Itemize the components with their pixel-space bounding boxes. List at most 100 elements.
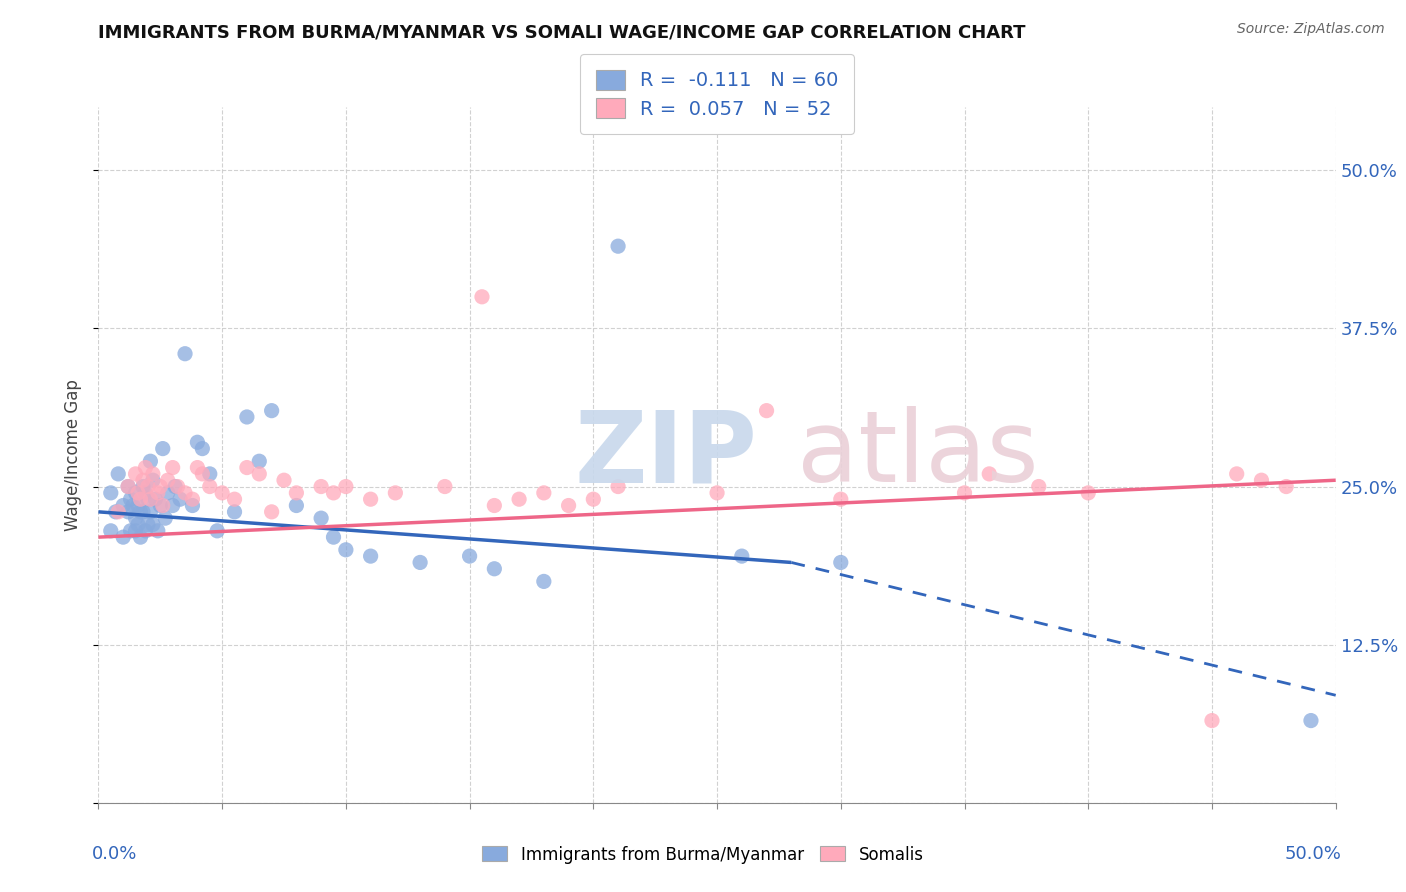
Point <box>731 549 754 563</box>
Point <box>953 486 976 500</box>
Point <box>124 486 146 500</box>
Point <box>142 467 165 481</box>
Point <box>142 517 165 532</box>
Point <box>273 473 295 487</box>
Point <box>1201 714 1223 728</box>
Point <box>136 492 159 507</box>
Point <box>127 517 149 532</box>
Point <box>120 492 142 507</box>
Point <box>409 556 432 570</box>
Point <box>260 403 283 417</box>
Text: Source: ZipAtlas.com: Source: ZipAtlas.com <box>1237 22 1385 37</box>
Point <box>136 517 159 532</box>
Text: 0.0%: 0.0% <box>93 845 138 863</box>
Point <box>211 486 233 500</box>
Point <box>134 460 156 475</box>
Point <box>247 467 270 481</box>
Point <box>132 473 155 487</box>
Text: atlas: atlas <box>797 407 1039 503</box>
Point <box>132 505 155 519</box>
Point <box>139 492 162 507</box>
Point <box>309 479 332 493</box>
Point <box>484 499 506 513</box>
Point <box>107 467 129 481</box>
Legend: R =  -0.111   N = 60, R =  0.057   N = 52: R = -0.111 N = 60, R = 0.057 N = 52 <box>579 54 855 134</box>
Point <box>1077 486 1099 500</box>
Point <box>117 505 139 519</box>
Point <box>152 442 174 456</box>
Point <box>162 499 184 513</box>
Point <box>1299 714 1322 728</box>
Point <box>607 239 630 253</box>
Point <box>260 505 283 519</box>
Point <box>124 511 146 525</box>
Point <box>127 499 149 513</box>
Point <box>285 486 308 500</box>
Point <box>508 492 530 507</box>
Point <box>124 467 146 481</box>
Point <box>247 454 270 468</box>
Point <box>146 524 169 538</box>
Point <box>198 467 221 481</box>
Point <box>122 499 145 513</box>
Legend: Immigrants from Burma/Myanmar, Somalis: Immigrants from Burma/Myanmar, Somalis <box>475 839 931 871</box>
Point <box>285 499 308 513</box>
Point <box>112 530 135 544</box>
Point <box>152 499 174 513</box>
Point <box>142 473 165 487</box>
Point <box>979 467 1001 481</box>
Point <box>224 492 246 507</box>
Text: 50.0%: 50.0% <box>1285 845 1341 863</box>
Point <box>335 542 357 557</box>
Point <box>162 460 184 475</box>
Point <box>139 454 162 468</box>
Point <box>1250 473 1272 487</box>
Point <box>433 479 456 493</box>
Point <box>1028 479 1050 493</box>
Point <box>186 435 208 450</box>
Point <box>155 511 177 525</box>
Point <box>134 524 156 538</box>
Point <box>582 492 605 507</box>
Point <box>557 499 579 513</box>
Point <box>309 511 332 525</box>
Point <box>149 479 172 493</box>
Point <box>830 492 852 507</box>
Point <box>236 409 259 424</box>
Point <box>224 505 246 519</box>
Point <box>706 486 728 500</box>
Point <box>384 486 406 500</box>
Point <box>127 486 149 500</box>
Point <box>335 479 357 493</box>
Point <box>156 486 179 500</box>
Point <box>181 499 204 513</box>
Point <box>174 347 197 361</box>
Point <box>146 486 169 500</box>
Point <box>117 479 139 493</box>
Point <box>360 492 382 507</box>
Point <box>100 486 122 500</box>
Text: IMMIGRANTS FROM BURMA/MYANMAR VS SOMALI WAGE/INCOME GAP CORRELATION CHART: IMMIGRANTS FROM BURMA/MYANMAR VS SOMALI … <box>98 23 1026 42</box>
Point <box>533 574 555 589</box>
Point <box>236 460 259 475</box>
Point <box>322 530 344 544</box>
Point <box>1275 479 1298 493</box>
Point <box>104 505 127 519</box>
Point <box>139 505 162 519</box>
Point <box>156 473 179 487</box>
Point <box>186 460 208 475</box>
Point <box>132 479 155 493</box>
Point <box>484 562 506 576</box>
Point <box>191 442 214 456</box>
Text: ZIP: ZIP <box>575 407 758 503</box>
Point <box>198 479 221 493</box>
Point <box>129 530 152 544</box>
Point <box>112 499 135 513</box>
Point <box>117 479 139 493</box>
Point <box>100 524 122 538</box>
Point <box>136 479 159 493</box>
Point <box>360 549 382 563</box>
Point <box>166 479 188 493</box>
Point <box>533 486 555 500</box>
Point <box>134 486 156 500</box>
